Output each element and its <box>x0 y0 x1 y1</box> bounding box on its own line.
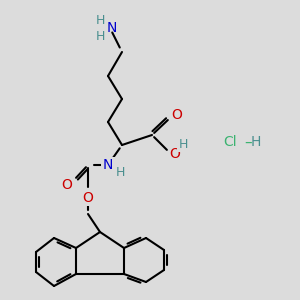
Text: –: – <box>244 134 252 149</box>
Text: H: H <box>251 135 261 149</box>
Text: H: H <box>178 137 188 151</box>
Text: O: O <box>169 147 180 161</box>
Text: H: H <box>95 29 105 43</box>
Text: N: N <box>103 158 113 172</box>
Text: H: H <box>95 14 105 26</box>
Text: O: O <box>82 191 93 205</box>
Text: H: H <box>115 167 125 179</box>
Text: O: O <box>172 108 182 122</box>
Text: O: O <box>61 178 72 192</box>
Text: N: N <box>107 21 117 35</box>
Text: Cl: Cl <box>223 135 237 149</box>
